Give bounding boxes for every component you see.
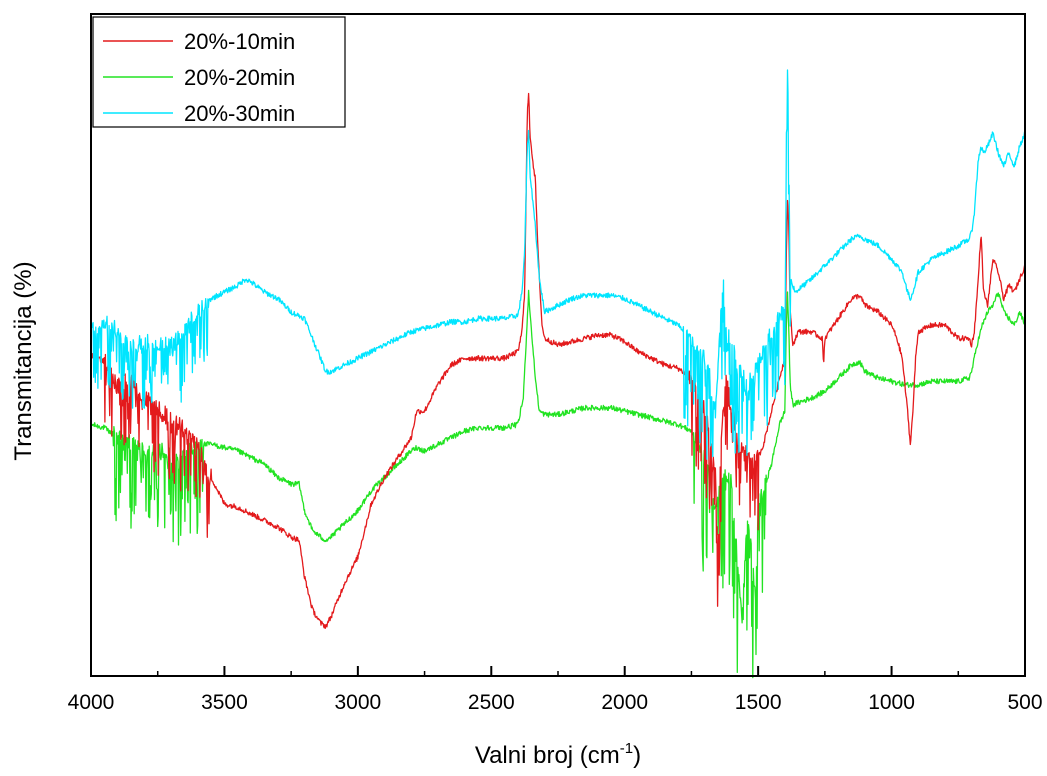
x-tick-label: 1500: [735, 691, 782, 714]
x-axis-title: Valni broj (cm-1): [475, 740, 641, 769]
y-axis-title: Transmitancija (%): [10, 261, 37, 460]
series-layer: [90, 69, 1026, 679]
legend-label-20%-10min: 20%-10min: [184, 29, 295, 54]
x-tick-label: 3500: [201, 691, 248, 714]
legend: 20%-10min 20%-20min 20%-30min: [92, 16, 346, 128]
x-tick-label: 2000: [601, 691, 648, 714]
legend-label-20%-30min: 20%-30min: [184, 101, 295, 126]
legend-label-20%-20min: 20%-20min: [184, 65, 295, 90]
series-line-20%-20min: [90, 289, 1026, 679]
x-tick-label: 500: [1007, 691, 1042, 714]
x-tick-label: 2500: [468, 691, 515, 714]
x-tick-label: 4000: [68, 691, 115, 714]
series-line-20%-10min: [90, 92, 1026, 629]
series-line-20%-30min: [90, 69, 1026, 460]
x-axis-title-superscript: -1: [620, 740, 633, 757]
x-tick-label: 3000: [334, 691, 381, 714]
x-axis-title-main: Valni broj (cm: [475, 742, 620, 769]
x-tick-label: 1000: [868, 691, 915, 714]
x-ticks: 4000 3500 3000 2500 2000 1500 1000 500: [68, 666, 1043, 714]
legend-box: [92, 16, 346, 128]
x-axis-title-close: ): [633, 742, 641, 769]
